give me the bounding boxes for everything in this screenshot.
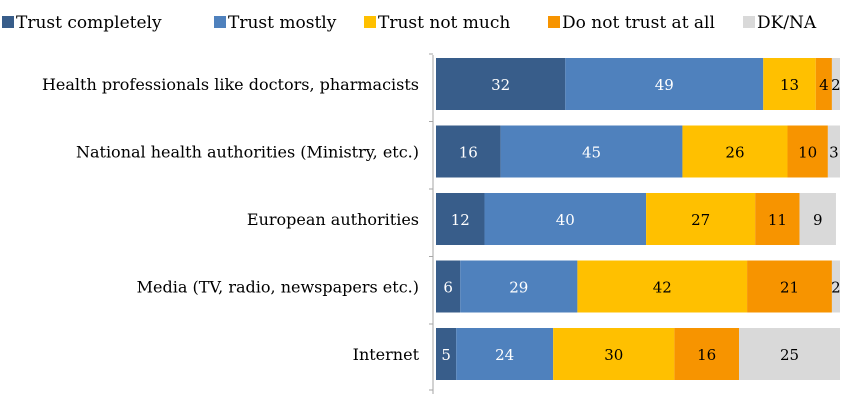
data-label: 16 — [697, 346, 716, 364]
bar-segment — [484, 193, 647, 245]
legend-swatch — [2, 16, 14, 28]
bar-segment — [436, 260, 461, 313]
bar-segment — [646, 193, 756, 245]
data-label: 45 — [582, 144, 601, 162]
data-label: 10 — [798, 144, 817, 162]
data-label: 13 — [780, 76, 799, 94]
legend-label: Trust not much — [378, 13, 510, 33]
category-label: Health professionals like doctors, pharm… — [42, 75, 419, 94]
bar-segment — [577, 260, 748, 313]
legend: Trust completely Trust mostly Trust not mu… — [2, 13, 817, 33]
bar-segment — [436, 193, 485, 245]
data-label: 32 — [491, 76, 510, 94]
bar-segment — [747, 260, 832, 313]
category-label: Internet — [353, 345, 420, 364]
data-label: 16 — [459, 144, 478, 162]
data-label: 4 — [819, 76, 829, 94]
data-label: 27 — [691, 211, 710, 229]
bar-segment — [739, 328, 840, 380]
legend-label: Trust mostly — [228, 13, 337, 33]
data-label: 42 — [653, 279, 672, 297]
bar-segment — [674, 328, 739, 380]
bar-segment — [500, 125, 683, 178]
bar-segment — [436, 125, 501, 178]
data-label: 26 — [725, 144, 744, 162]
data-label: 24 — [495, 346, 514, 364]
legend-label: Do not trust at all — [562, 13, 715, 33]
data-label: 9 — [813, 211, 823, 229]
bar-segment — [436, 328, 457, 380]
data-label: 12 — [451, 211, 470, 229]
legend-swatch — [743, 16, 755, 28]
bar-segment — [831, 260, 840, 313]
bar-segment — [682, 125, 788, 178]
data-label: 6 — [443, 279, 453, 297]
category-label: European authorities — [247, 210, 419, 229]
bar-segment — [553, 328, 675, 380]
legend-swatch — [548, 16, 560, 28]
data-label: 30 — [604, 346, 623, 364]
data-label: 2 — [831, 279, 841, 297]
bar-segment — [787, 125, 828, 178]
data-label: 29 — [509, 279, 528, 297]
category-label: Media (TV, radio, newspapers etc.) — [137, 278, 419, 297]
legend-swatch — [364, 16, 376, 28]
data-label: 2 — [831, 76, 841, 94]
bars: 32 49 13 4 216 45 26 10 312 40 27 11 96 29 42 21 25 24 30 1… — [436, 58, 841, 380]
data-label: 21 — [780, 279, 799, 297]
legend-label: Trust completely — [16, 13, 162, 33]
bar-segment — [565, 58, 764, 110]
data-label: 3 — [829, 144, 839, 162]
data-label: 40 — [556, 211, 575, 229]
data-label: 5 — [441, 346, 451, 364]
bar-segment — [815, 58, 832, 110]
data-label: 11 — [768, 211, 787, 229]
bar-segment — [755, 193, 800, 245]
category-axis-ticks — [429, 53, 433, 391]
data-label: 49 — [655, 76, 674, 94]
bar-segment — [456, 328, 554, 380]
legend-swatch — [214, 16, 226, 28]
bar-segment — [763, 58, 816, 110]
category-labels: Health professionals like doctors, pharm… — [42, 75, 420, 364]
category-label: National health authorities (Ministry, e… — [76, 143, 419, 162]
bar-segment — [831, 58, 840, 110]
bar-segment — [799, 193, 836, 245]
data-label: 25 — [780, 346, 799, 364]
bar-segment — [827, 125, 840, 178]
legend-label: DK/NA — [757, 13, 817, 33]
bar-segment — [460, 260, 578, 313]
bar-segment — [436, 58, 566, 110]
